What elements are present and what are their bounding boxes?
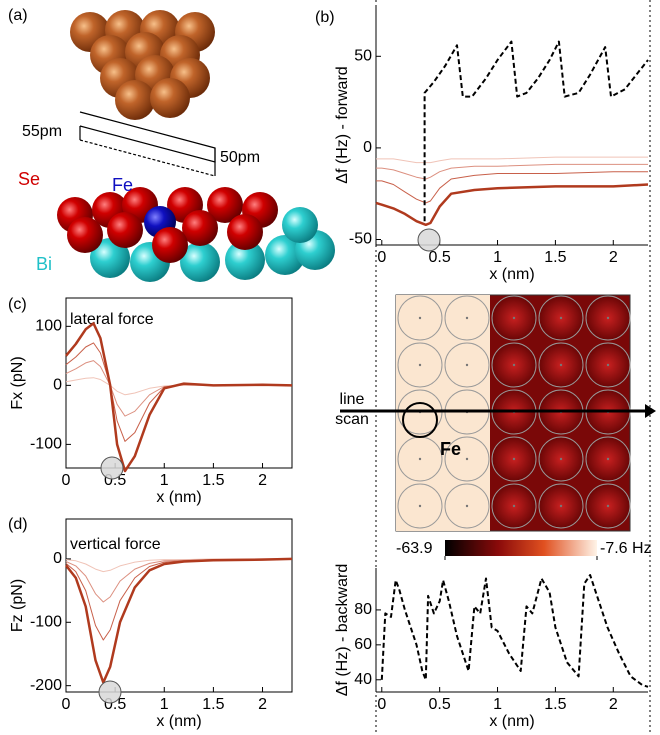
surface-spheres <box>57 187 335 282</box>
map-dot <box>560 317 562 319</box>
map-dot <box>419 458 421 460</box>
fe-label: Fe <box>440 439 461 459</box>
data-line <box>382 575 648 687</box>
force-map <box>340 295 656 556</box>
tip-marker <box>101 457 123 479</box>
x-axis-label: x (nm) <box>156 713 201 730</box>
data-line <box>66 323 292 471</box>
y-tick-label: -100 <box>30 614 62 631</box>
y-axis-label: Fz (pN) <box>9 579 26 632</box>
y-axis-label: Δf (Hz) - forward <box>334 66 351 183</box>
x-tick-label: 1.5 <box>202 472 224 489</box>
scan-path <box>80 112 215 176</box>
data-line <box>425 42 648 222</box>
tip-marker <box>99 681 121 703</box>
x-tick-label: 1 <box>493 696 502 713</box>
x-tick-label: 2 <box>258 696 267 713</box>
y-axis-label: Fx (pN) <box>9 356 26 409</box>
y-tick-label: 100 <box>35 318 62 335</box>
x-tick-label: 1.5 <box>202 696 224 713</box>
scan-offset: 55pm <box>22 123 62 140</box>
map-dot <box>607 364 609 366</box>
data-line <box>66 343 292 442</box>
map-dot <box>419 317 421 319</box>
map-dot <box>419 364 421 366</box>
x-tick-label: 0 <box>62 696 71 713</box>
x-tick-label: 1 <box>160 472 169 489</box>
data-line <box>66 378 292 395</box>
map-dot <box>513 364 515 366</box>
x-axis-label: x (nm) <box>489 266 534 283</box>
data-line <box>66 559 292 683</box>
data-line <box>66 559 292 640</box>
figure: (a) 55pm 50pm Se Fe Bi Fe -63.9 -7.6 Hz … <box>0 0 660 735</box>
y-tick-label: 0 <box>53 377 62 394</box>
map-dot <box>560 458 562 460</box>
map-dot <box>513 505 515 507</box>
scan-height: 50pm <box>220 149 260 166</box>
map-dot <box>560 505 562 507</box>
y-tick-label: 40 <box>354 671 372 688</box>
map-dot <box>513 317 515 319</box>
x-tick-label: 1 <box>493 249 502 266</box>
scan-label: line scan <box>326 390 378 430</box>
map-dot <box>466 364 468 366</box>
x-tick-label: 0.5 <box>429 249 451 266</box>
panel-label: (a) <box>8 7 28 24</box>
x-tick-label: 2 <box>609 249 618 266</box>
map-dot <box>466 458 468 460</box>
colorbar-label: -63.9 <box>396 540 433 557</box>
y-tick-label: -200 <box>30 677 62 694</box>
x-tick-label: 1 <box>160 696 169 713</box>
panel-label: (c) <box>8 296 27 313</box>
x-tick-label: 0.5 <box>429 696 451 713</box>
data-line <box>376 185 648 225</box>
tip-spheres <box>70 10 215 120</box>
y-tick-label: -100 <box>30 436 62 453</box>
x-tick-label: 1.5 <box>544 249 566 266</box>
x-tick-label: 2 <box>258 472 267 489</box>
x-tick-label: 0 <box>62 472 71 489</box>
x-tick-label: 1.5 <box>544 696 566 713</box>
map-dot <box>419 505 421 507</box>
map-dot <box>560 364 562 366</box>
y-tick-label: -50 <box>349 231 372 248</box>
atom-label: Se <box>18 169 40 189</box>
map-dot <box>466 317 468 319</box>
map-dot <box>607 317 609 319</box>
colorbar-label: -7.6 Hz <box>600 540 652 557</box>
x-axis-label: x (nm) <box>156 489 201 506</box>
atom-label: Fe <box>112 175 133 195</box>
x-tick-label: 0 <box>377 249 386 266</box>
y-tick-label: 0 <box>53 550 62 567</box>
tip-marker <box>418 229 440 251</box>
y-tick-label: 80 <box>354 601 372 618</box>
map-dot <box>607 505 609 507</box>
y-tick-label: 60 <box>354 636 372 653</box>
chart: (a) 55pm 50pm Se Fe Bi Fe -63.9 -7.6 Hz … <box>0 0 660 735</box>
y-axis-label: Δf (Hz) - backward <box>334 564 351 696</box>
x-tick-label: 0 <box>377 696 386 713</box>
map-dot <box>607 458 609 460</box>
panel-label: (d) <box>8 516 28 533</box>
annotation: lateral force <box>70 311 154 328</box>
annotation: vertical force <box>70 536 161 553</box>
y-tick-label: 50 <box>354 48 372 65</box>
atom-label: Bi <box>36 254 52 274</box>
data-line <box>66 559 292 602</box>
map-dot <box>466 505 468 507</box>
panel-label: (b) <box>315 9 335 26</box>
x-tick-label: 2 <box>609 696 618 713</box>
data-line <box>376 157 648 163</box>
map-dot <box>513 458 515 460</box>
data-line <box>66 361 292 417</box>
y-tick-label: 0 <box>363 139 372 156</box>
x-axis-label: x (nm) <box>489 713 534 730</box>
